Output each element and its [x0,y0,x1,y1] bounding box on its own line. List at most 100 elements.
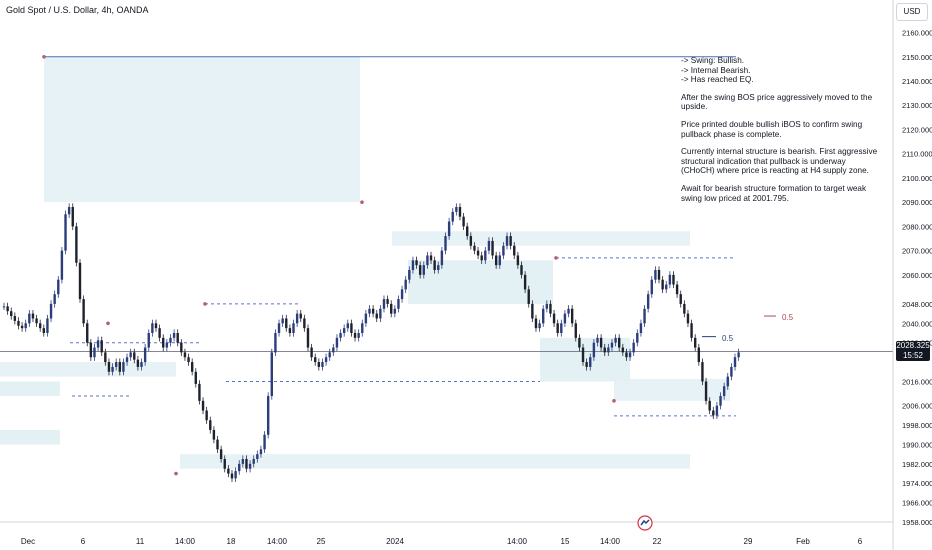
candle-body [93,347,96,358]
candle-body [581,347,585,363]
note-2: After the swing BOS price aggressively m… [681,92,873,112]
candle-body [715,405,719,416]
candle-body [96,340,100,348]
candle-body [513,245,516,256]
candle-body [672,274,675,285]
candle-body [538,323,541,329]
candle-body [643,308,646,324]
candle-body [661,279,664,290]
candle-body [104,352,107,363]
candle-body [549,303,552,314]
candle-body [147,333,150,348]
candle-body [476,250,480,256]
time-tick-label: 6 [858,537,863,546]
candle-body [60,250,64,280]
candle-body [165,342,169,348]
currency-label[interactable]: USD [896,3,928,21]
candle-body [527,289,530,304]
candle-body [361,323,364,333]
supply-demand-zone [180,454,690,469]
bar-countdown: 15:52 [902,350,924,360]
price-tick-label: 2090.000 [902,198,932,207]
candle-body [111,366,114,372]
candle-body [494,255,498,266]
candle-body [665,284,668,290]
candle-body [379,308,382,319]
candle-body [397,299,400,309]
candle-body [317,362,321,367]
candle-body [176,333,179,343]
candle-body [82,299,85,324]
candle-body [737,352,740,358]
candle-body [585,362,588,367]
price-tick-label: 1998.000 [902,421,932,430]
time-tick-label: 14:00 [507,537,528,546]
candle-body [426,255,429,266]
candle-body [701,362,704,382]
candle-body [469,236,473,246]
candle-body [288,328,292,333]
candle-body [447,221,451,237]
time-tick-label: 22 [653,537,662,546]
candles-layer [2,203,740,483]
candle-body [270,352,273,396]
candle-body [487,240,491,251]
candle-body [368,308,371,314]
candle-body [151,323,154,333]
swing-point-marker [360,200,364,204]
candle-body [599,337,603,348]
candle-body [310,347,313,358]
tradingview-logo-icon[interactable] [637,515,653,531]
candle-body [259,449,263,455]
note-5: Await for bearish structure formation to… [681,183,867,203]
candle-body [219,449,223,459]
candle-body [408,270,411,280]
candle-body [418,265,422,275]
candle-body [639,323,643,333]
candle-body [201,400,205,411]
candle-body [42,328,46,333]
candle-body [618,337,621,348]
candle-body [234,471,237,479]
candle-body [209,420,212,430]
candle-body [277,323,281,333]
candle-body [567,308,570,314]
swing-point-marker [554,256,558,260]
demand-zone-left-lower [0,429,60,445]
price-tick-label: 2110.000 [902,150,932,159]
candle-body [364,313,368,324]
candle-body [516,255,520,266]
candle-body [158,328,161,338]
candle-body [303,318,306,329]
candle-body [78,262,82,300]
candle-body [505,236,509,246]
supply-demand-zone [614,379,730,401]
time-tick-label: Dec [21,537,35,546]
candle-body [654,270,657,280]
supply-demand-zone [44,56,360,203]
candle-body [429,255,433,261]
candle-body [726,376,729,387]
candle-body [570,308,574,324]
candle-body [20,325,24,329]
candle-body [697,347,701,363]
candle-body [578,337,581,348]
candle-body [393,308,397,314]
candle-body [38,323,42,329]
candle-body [498,255,501,266]
time-tick-label: 11 [136,537,145,546]
candle-body [444,236,447,251]
price-tick-label: 2120.000 [902,125,932,134]
candle-body [133,352,136,360]
swing-point-marker [203,302,207,306]
price-tick-label: 2080.000 [902,222,932,231]
candle-body [451,211,454,222]
candle-body [480,255,483,261]
candle-body [353,333,357,338]
candle-body [386,299,389,304]
fib-level-label-alt: 0.5 [782,313,794,322]
candle-body [118,362,122,372]
analysis-notes: -> Swing: Bullish. -> Internal Bearish. … [681,56,881,211]
time-tick-label: 2024 [386,537,404,546]
